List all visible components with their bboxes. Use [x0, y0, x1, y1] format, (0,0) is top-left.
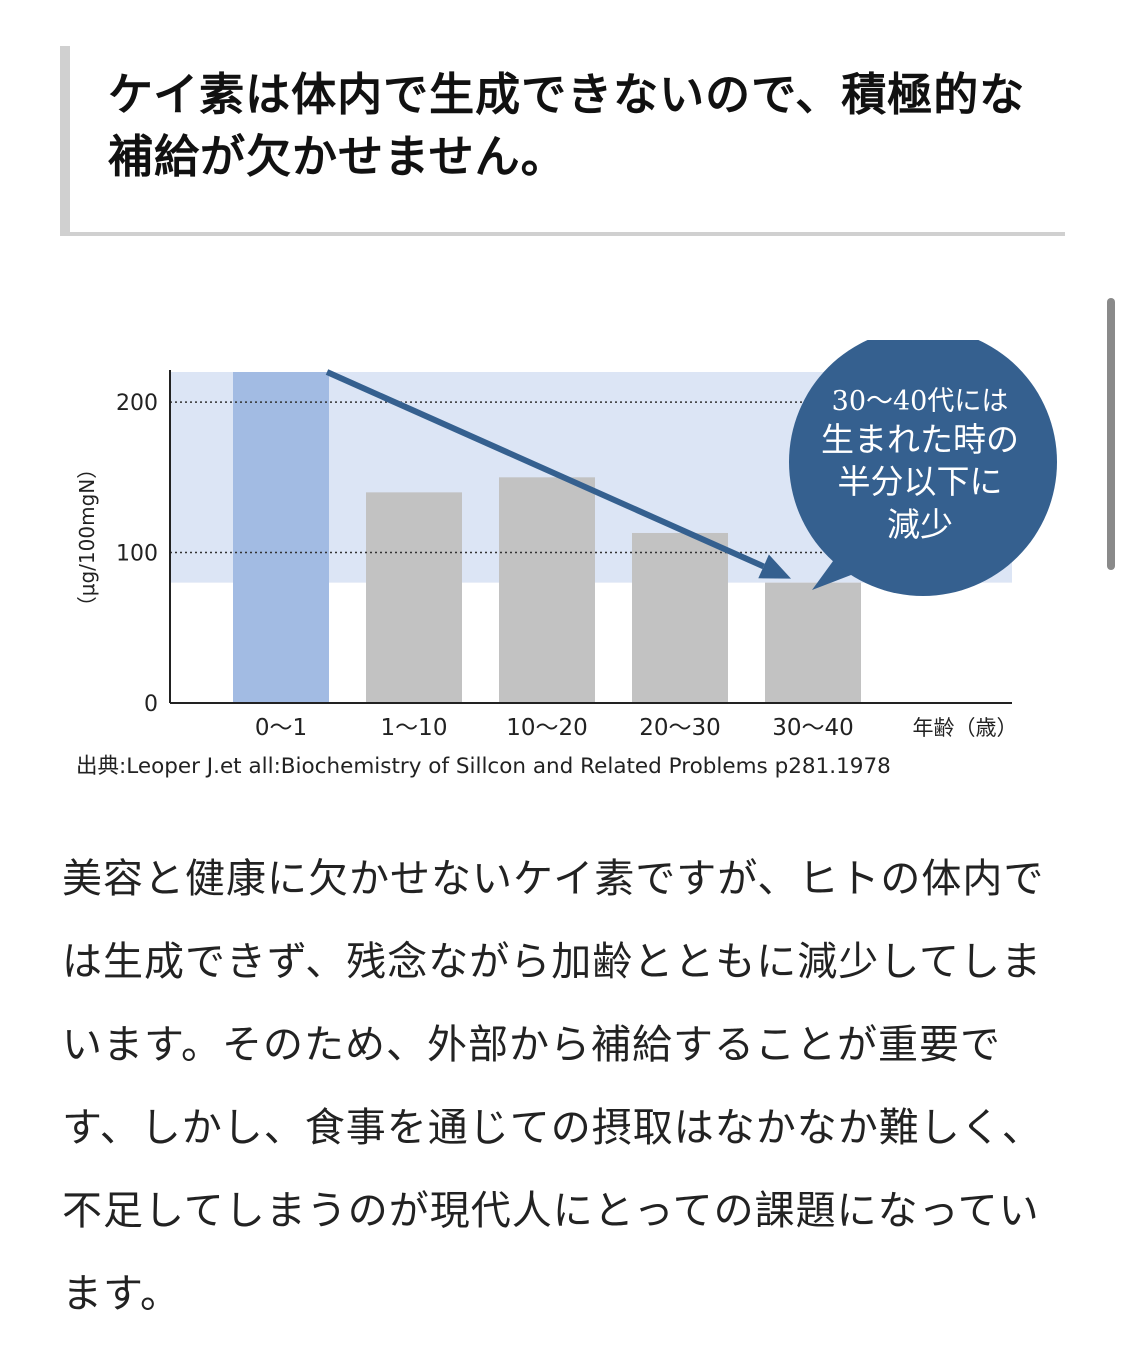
x-tick-label-3: 20〜30	[639, 715, 721, 741]
bar-3	[632, 532, 728, 703]
trend-arrow-line	[325, 369, 765, 570]
bar-4	[765, 582, 861, 703]
bar-1	[366, 492, 462, 703]
silicon-chart: 0 100 200 （μg/100mgN） 0〜1 1〜10 10〜20 20〜30 30〜40…	[60, 340, 1065, 800]
annotation-line-2: 半分以下に	[838, 462, 1003, 501]
x-tick-label-0: 0〜1	[255, 715, 307, 741]
article-body: 美容と健康に欠かせないケイ素ですが、ヒトの体内では生成できず、残念ながら加齢とと…	[62, 856, 1045, 1317]
y-tick-label: 0	[144, 692, 158, 717]
bar-2	[499, 477, 595, 703]
annotation-bubble	[789, 340, 1057, 596]
y-tick-label: 200	[116, 391, 158, 416]
annotation-line-3: 減少	[887, 505, 953, 544]
y-tick-label: 100	[116, 542, 158, 567]
source-note: 出典:Leoper J.et all:Biochemistry of Sillc…	[76, 754, 891, 779]
x-axis-label: 年齢（歳）	[913, 716, 1018, 740]
scrollbar[interactable]	[1107, 298, 1115, 570]
section-heading: ケイ素は体内で生成できないので、積極的な補給が欠かせません。	[108, 68, 1026, 183]
annotation-line-1: 生まれた時の	[821, 420, 1019, 459]
x-tick-label-4: 30〜40	[772, 715, 854, 741]
silicon-chart-svg: 0 100 200 （μg/100mgN） 0〜1 1〜10 10〜20 20〜30 30〜40…	[75, 340, 1057, 779]
y-axis-label: （μg/100mgN）	[75, 459, 99, 616]
x-tick-label-2: 10〜20	[506, 715, 588, 741]
section-heading-box: ケイ素は体内で生成できないので、積極的な補給が欠かせません。	[60, 46, 1065, 236]
bar-0	[233, 372, 329, 703]
annotation-line-0: 30〜40代には	[832, 386, 1009, 417]
x-tick-label-1: 1〜10	[381, 715, 448, 741]
trend-arrow-head	[758, 554, 791, 579]
